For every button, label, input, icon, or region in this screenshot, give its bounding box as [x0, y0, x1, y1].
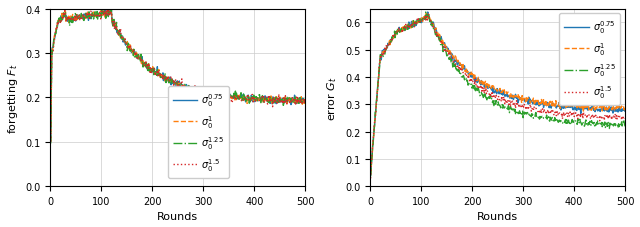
- $\sigma_0^{0.75}$: [621, 110, 629, 113]
- $\sigma_0^{0.75}$: [424, 12, 431, 14]
- $\sigma_0^{1.5}$: [367, 177, 374, 180]
- $\sigma_0^{1}$: [519, 99, 527, 102]
- $\sigma_0^{1.25}$: [519, 110, 527, 113]
- $\sigma_0^{0.75}$: [168, 82, 176, 85]
- $\sigma_0^{1.25}$: [108, 8, 115, 11]
- $\sigma_0^{1.5}$: [621, 117, 629, 120]
- $\sigma_0^{1.5}$: [488, 96, 496, 99]
- $\sigma_0^{1}$: [199, 90, 207, 92]
- $\sigma_0^{1}$: [104, 10, 112, 13]
- $\sigma_0^{0.75}$: [576, 107, 584, 110]
- $\sigma_0^{0.75}$: [367, 174, 374, 177]
- Y-axis label: error $G_t$: error $G_t$: [326, 76, 339, 120]
- Line: $\sigma_0^{1.5}$: $\sigma_0^{1.5}$: [51, 8, 305, 142]
- $\sigma_0^{1.25}$: [505, 108, 513, 111]
- $\sigma_0^{1}$: [185, 91, 193, 93]
- $\sigma_0^{1}$: [296, 100, 303, 103]
- $\sigma_0^{1}$: [47, 140, 54, 143]
- $\sigma_0^{1.5}$: [199, 90, 207, 93]
- $\sigma_0^{1.5}$: [170, 85, 177, 87]
- $\sigma_0^{0.75}$: [199, 90, 207, 92]
- $\sigma_0^{1}$: [505, 93, 513, 96]
- $\sigma_0^{1.5}$: [505, 104, 513, 106]
- $\sigma_0^{1}$: [168, 79, 176, 81]
- $\sigma_0^{1}$: [367, 173, 374, 176]
- $\sigma_0^{0.75}$: [104, 7, 112, 10]
- $\sigma_0^{1.5}$: [104, 6, 112, 9]
- $\sigma_0^{0.75}$: [256, 97, 264, 100]
- $\sigma_0^{1.25}$: [621, 125, 629, 128]
- $\sigma_0^{1}$: [423, 13, 431, 16]
- $\sigma_0^{1.25}$: [490, 102, 497, 105]
- $\sigma_0^{1.25}$: [256, 97, 264, 99]
- $\sigma_0^{0.75}$: [301, 103, 309, 105]
- $\sigma_0^{1.5}$: [519, 104, 527, 106]
- $\sigma_0^{1}$: [576, 107, 584, 109]
- Legend: $\sigma_0^{0.75}$, $\sigma_0^{1}$, $\sigma_0^{1.25}$, $\sigma_0^{1.5}$: $\sigma_0^{0.75}$, $\sigma_0^{1}$, $\sig…: [559, 14, 620, 106]
- $\sigma_0^{1.25}$: [47, 142, 54, 145]
- Legend: $\sigma_0^{0.75}$, $\sigma_0^{1}$, $\sigma_0^{1.25}$, $\sigma_0^{1.5}$: $\sigma_0^{0.75}$, $\sigma_0^{1}$, $\sig…: [168, 87, 228, 178]
- $\sigma_0^{1.25}$: [576, 118, 584, 121]
- $\sigma_0^{1.5}$: [301, 103, 309, 106]
- $\sigma_0^{1}$: [488, 85, 496, 88]
- $\sigma_0^{0.75}$: [616, 105, 623, 108]
- $\sigma_0^{1.5}$: [490, 97, 497, 100]
- $\sigma_0^{0.75}$: [505, 95, 513, 98]
- $\sigma_0^{1}$: [256, 99, 264, 102]
- $\sigma_0^{1.25}$: [367, 175, 374, 178]
- $\sigma_0^{1}$: [490, 86, 497, 88]
- $\sigma_0^{1}$: [301, 99, 309, 102]
- Line: $\sigma_0^{0.75}$: $\sigma_0^{0.75}$: [371, 13, 625, 175]
- Line: $\sigma_0^{1}$: $\sigma_0^{1}$: [371, 14, 625, 175]
- $\sigma_0^{0.75}$: [296, 97, 303, 100]
- $\sigma_0^{1.5}$: [47, 141, 54, 143]
- Line: $\sigma_0^{1.25}$: $\sigma_0^{1.25}$: [371, 13, 625, 177]
- $\sigma_0^{0.75}$: [488, 89, 496, 92]
- $\sigma_0^{0.75}$: [490, 88, 497, 91]
- $\sigma_0^{1.5}$: [576, 114, 584, 116]
- $\sigma_0^{1.5}$: [168, 79, 176, 82]
- $\sigma_0^{1}$: [170, 81, 177, 84]
- $\sigma_0^{1}$: [621, 108, 629, 111]
- $\sigma_0^{1.5}$: [296, 102, 303, 105]
- $\sigma_0^{0.75}$: [170, 82, 177, 85]
- $\sigma_0^{1.5}$: [424, 13, 432, 16]
- $\sigma_0^{0.75}$: [47, 140, 54, 143]
- $\sigma_0^{1.25}$: [199, 92, 207, 95]
- Y-axis label: forgetting $F_t$: forgetting $F_t$: [6, 63, 20, 133]
- Line: $\sigma_0^{0.75}$: $\sigma_0^{0.75}$: [51, 9, 305, 141]
- Line: $\sigma_0^{1.5}$: $\sigma_0^{1.5}$: [371, 15, 625, 178]
- $\sigma_0^{1.25}$: [296, 101, 303, 104]
- $\sigma_0^{1.25}$: [301, 99, 309, 101]
- $\sigma_0^{0.75}$: [185, 90, 193, 93]
- Line: $\sigma_0^{1}$: $\sigma_0^{1}$: [51, 11, 305, 142]
- $\sigma_0^{1.25}$: [488, 100, 496, 103]
- $\sigma_0^{1.25}$: [422, 12, 429, 14]
- X-axis label: Rounds: Rounds: [477, 212, 518, 222]
- $\sigma_0^{1.25}$: [168, 78, 176, 81]
- Line: $\sigma_0^{1.25}$: $\sigma_0^{1.25}$: [51, 9, 305, 144]
- $\sigma_0^{1}$: [616, 107, 623, 110]
- $\sigma_0^{1.5}$: [185, 89, 193, 91]
- $\sigma_0^{1.25}$: [170, 83, 177, 86]
- X-axis label: Rounds: Rounds: [157, 212, 198, 222]
- $\sigma_0^{0.75}$: [519, 99, 527, 102]
- $\sigma_0^{1.5}$: [616, 116, 623, 118]
- $\sigma_0^{1.25}$: [185, 89, 193, 92]
- $\sigma_0^{1.5}$: [256, 99, 264, 102]
- $\sigma_0^{1.25}$: [616, 122, 623, 125]
